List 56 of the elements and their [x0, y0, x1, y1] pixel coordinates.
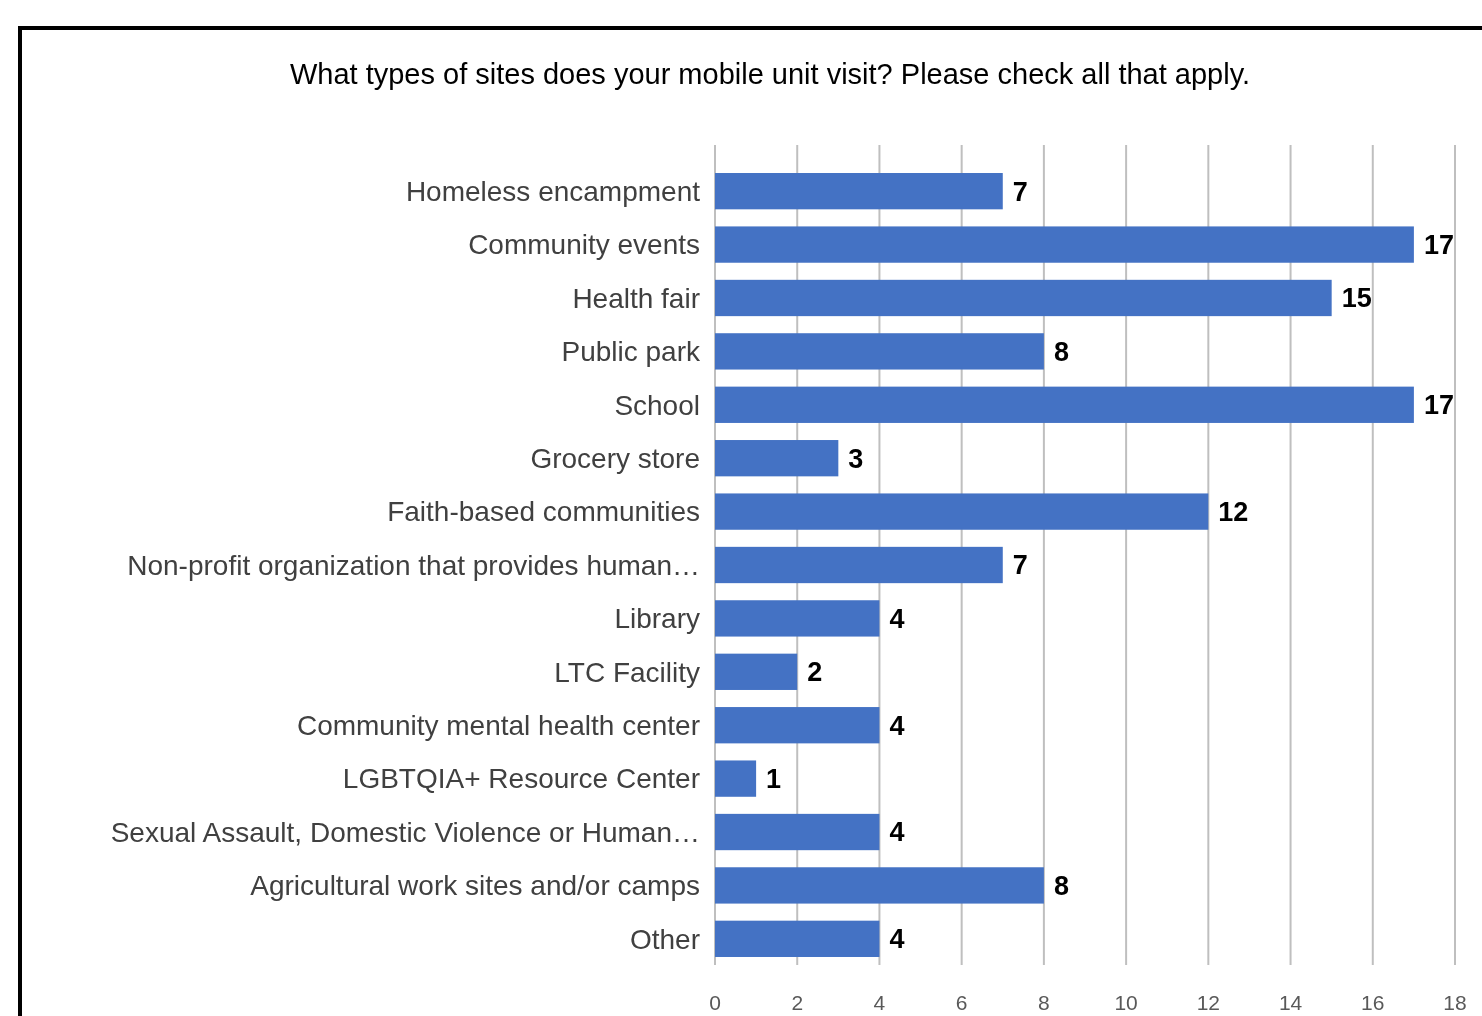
y-tick-label: Public park: [561, 336, 701, 368]
y-tick-label: Community mental health center: [296, 710, 700, 742]
data-label: 4: [889, 603, 905, 634]
x-tick-label: 4: [873, 991, 886, 1014]
y-tick-label: Community events: [468, 229, 700, 261]
data-label: 3: [848, 443, 864, 474]
y-tick-label: LTC Facility: [554, 656, 700, 688]
y-tick-label: Agricultural work sites and/or camps: [250, 870, 700, 902]
data-label: 2: [807, 657, 823, 688]
y-tick-label: Library: [614, 603, 700, 635]
x-tick-label: 8: [1038, 991, 1050, 1014]
x-tick-label: 10: [1114, 991, 1138, 1014]
data-label: 12: [1218, 497, 1249, 528]
x-tick-label: 16: [1361, 991, 1385, 1014]
data-label: 4: [889, 710, 905, 741]
bar: [715, 707, 880, 744]
bar: [715, 173, 1003, 210]
bar: [715, 760, 757, 797]
y-tick-label: Non-profit organization that provides human…: [127, 549, 700, 581]
x-tick-label: 18: [1443, 991, 1467, 1014]
bar: [715, 653, 798, 690]
y-tick-label: Other: [629, 923, 700, 955]
data-label: 4: [889, 924, 905, 955]
data-label: 17: [1423, 390, 1454, 421]
x-tick-label: 2: [791, 991, 804, 1014]
y-tick-label: Homeless encampment: [405, 175, 701, 207]
bar: [715, 867, 1044, 904]
chart-title: What types of sites does your mobile unit visit? Please check all that apply.: [289, 58, 1251, 90]
y-tick-label: Health fair: [572, 282, 700, 314]
bar: [715, 546, 1003, 584]
bar: [715, 226, 1414, 263]
y-tick-label: Sexual Assault, Domestic Violence or Human…: [110, 816, 700, 848]
data-label: 15: [1341, 283, 1372, 314]
bar: [715, 920, 880, 957]
x-tick-label: 0: [709, 991, 721, 1014]
data-label: 8: [1053, 870, 1069, 901]
data-label: 1: [766, 764, 782, 795]
x-tick-label: 6: [955, 991, 968, 1014]
bar: [715, 333, 1044, 370]
x-tick-label: 12: [1196, 991, 1221, 1014]
y-tick-label: LGBTQIA+ Resource Center: [342, 763, 700, 795]
y-tick-label: Faith-based communities: [387, 496, 700, 528]
y-tick-label: School: [614, 389, 700, 421]
data-label: 17: [1423, 230, 1454, 261]
x-tick-label: 14: [1278, 991, 1303, 1014]
bar: [715, 600, 880, 637]
data-label: 7: [1012, 550, 1028, 581]
bar: [715, 493, 1209, 530]
data-label: 7: [1012, 176, 1028, 207]
y-tick-label: Grocery store: [530, 442, 700, 474]
bar: [715, 440, 839, 477]
bar: [715, 386, 1414, 423]
bar: [715, 813, 880, 851]
data-label: 4: [889, 817, 905, 848]
data-label: 8: [1053, 336, 1069, 367]
bar: [715, 279, 1332, 317]
